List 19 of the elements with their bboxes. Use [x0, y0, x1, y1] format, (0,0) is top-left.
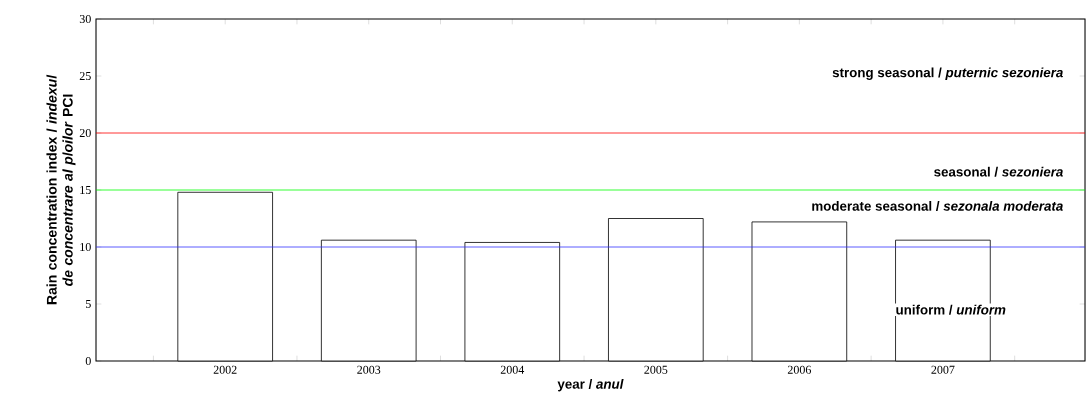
x-tick-label: 2006 [787, 365, 812, 374]
y-tick-label: 5 [85, 300, 91, 308]
annotation: strong seasonal / puternic sezoniera [832, 67, 1063, 80]
y-tick-label: 30 [79, 14, 91, 24]
y-tick-label: 20 [79, 128, 91, 138]
x-tick-label: 2002 [213, 365, 237, 374]
y-tick-label: 0 [85, 356, 91, 366]
y-axis-title: Rain concentration index / indexul de concentrare al ploilor PCI [46, 74, 76, 305]
x-tick-label: 2007 [931, 365, 955, 374]
x-tick-label: 2003 [357, 365, 381, 374]
y-tick-label: 15 [80, 185, 91, 195]
annotation: moderate seasonal / sezonala moderata [812, 201, 1063, 211]
y-tick-label: 25 [79, 71, 91, 81]
annotation: seasonal / sezoniera [934, 166, 1063, 177]
y-tick-label: 10 [80, 242, 91, 252]
x-tick-label: 2004 [500, 365, 525, 374]
annotation: uniform / uniform [896, 304, 1006, 315]
x-axis-title: year / anul [557, 378, 624, 392]
x-tick-label: 2005 [644, 365, 668, 374]
